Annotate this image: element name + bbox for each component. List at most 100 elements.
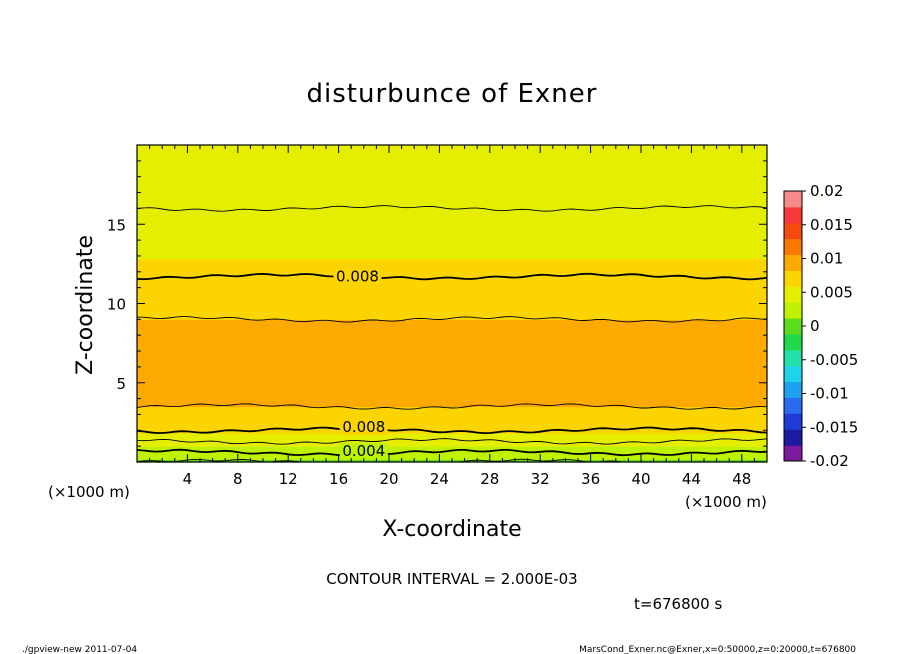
heatmap-cell — [137, 398, 767, 402]
colorbar-swatch — [784, 397, 802, 414]
heatmap-cell — [137, 224, 767, 228]
y-tick-label: 5 — [116, 375, 126, 393]
heatmap-cell — [137, 361, 767, 365]
heatmap-cell — [137, 403, 767, 408]
heatmap-cell — [137, 446, 767, 450]
heatmap-cell — [137, 195, 767, 199]
heatmap-cell — [137, 351, 767, 355]
heatmap-cell — [137, 287, 767, 291]
heatmap-cell — [137, 211, 767, 215]
heatmap-cell — [137, 390, 767, 394]
heatmap-cell — [137, 366, 767, 371]
colorbar-swatch — [784, 318, 802, 335]
heatmap-cell — [137, 255, 767, 260]
heatmap-cell — [137, 234, 767, 239]
heatmap-cell — [137, 152, 767, 157]
contour-label-bg — [339, 419, 388, 436]
y-tick-label: 10 — [107, 296, 126, 314]
heatmap-cell — [137, 253, 767, 257]
x-axis: 4 8 12 16 20 24 28 32 36 40 44 48 — [136, 145, 768, 488]
heatmap-cell — [137, 419, 767, 423]
colorbar-tick-label: 0.02 — [810, 182, 843, 200]
heatmap-cell — [137, 292, 767, 297]
colorbar-tick-label: -0.01 — [810, 385, 849, 403]
heatmap-cell — [137, 147, 767, 151]
contour-label: 0.008 — [336, 268, 379, 286]
colorbar-swatch — [784, 206, 802, 224]
x-tick-label: 32 — [531, 470, 550, 488]
heatmap-cell — [137, 250, 767, 254]
contour-label: 0.004 — [342, 442, 385, 460]
heatmap-cell — [137, 200, 767, 204]
heatmap-cell — [137, 258, 767, 262]
heatmap-cell — [137, 382, 767, 386]
heatmap-cell — [137, 248, 767, 252]
colorbar-tick-label: -0.02 — [810, 452, 849, 470]
colorbar-swatch — [784, 365, 802, 383]
heatmap-cell — [137, 171, 767, 175]
heatmap-cell — [137, 150, 767, 154]
heatmap-cell — [137, 166, 767, 170]
contour-line — [136, 438, 768, 445]
heatmap-cell — [137, 340, 767, 344]
heatmap-cell — [137, 321, 767, 326]
contour-interval-text: CONTOUR INTERVAL = 2.000E-03 — [326, 570, 577, 588]
heatmap-cell — [137, 369, 767, 373]
heatmap-cell — [137, 308, 767, 313]
heatmap-cell — [137, 427, 767, 431]
heatmap-cell — [137, 205, 767, 209]
colorbar-tick-label: -0.015 — [810, 418, 858, 436]
heatmap-cell — [137, 377, 767, 381]
contour-line — [136, 426, 768, 435]
heatmap-cell — [137, 435, 767, 439]
heatmap-cell — [137, 181, 767, 186]
colorbar-swatch — [784, 222, 802, 240]
heatmap-cell — [137, 240, 767, 244]
footer-left: ./gpview-new 2011-07-04 — [22, 645, 137, 654]
colorbar-swatch — [784, 445, 802, 462]
colorbar-swatch — [784, 381, 802, 398]
heatmap-cell — [137, 282, 767, 286]
heatmap-cell — [137, 298, 767, 302]
heatmap-cell — [137, 279, 767, 283]
contour-labels: 0.008 0.008 0.004 — [333, 268, 388, 460]
x-axis-title: X-coordinate — [382, 517, 521, 542]
contour-label-bg — [339, 442, 388, 459]
colorbar-swatch — [784, 302, 802, 319]
heatmap-cell — [137, 216, 767, 220]
heatmap-cell — [137, 401, 767, 405]
y-axis: 5 10 15 — [107, 144, 767, 463]
heatmap-cell — [137, 374, 767, 379]
heatmap-cell — [137, 168, 767, 173]
x-tick-label: 48 — [732, 470, 751, 488]
x-tick-label: 44 — [682, 470, 701, 488]
chart-title: disturbunce of Exner — [307, 79, 598, 109]
colorbar-tick-label: -0.005 — [810, 351, 858, 369]
heatmap-cell — [137, 300, 767, 305]
x-tick-label: 16 — [329, 470, 348, 488]
heatmap-cell — [137, 208, 767, 212]
heatmap-cell — [137, 364, 767, 368]
colorbar-tick-label: 0.005 — [810, 283, 853, 301]
contour-line — [136, 448, 768, 457]
heatmap-fill — [137, 145, 767, 463]
x-unit-left: (×1000 m) — [48, 483, 130, 501]
colorbar-swatch — [784, 270, 802, 287]
heatmap-cell — [137, 372, 767, 376]
heatmap-cell — [137, 274, 767, 278]
heatmap-cell — [137, 388, 767, 392]
heatmap-cell — [137, 440, 767, 445]
colorbar-swatch — [784, 429, 802, 446]
heatmap-cell — [137, 329, 767, 334]
colorbar-swatch — [784, 191, 802, 208]
contour-label: 0.008 — [342, 418, 385, 436]
heatmap-cell — [137, 332, 767, 336]
heatmap-cell — [137, 155, 767, 159]
heatmap-cell — [137, 443, 767, 447]
heatmap-cell — [137, 271, 767, 276]
contour-line — [136, 403, 768, 410]
heatmap-cell — [137, 218, 767, 223]
heatmap-cell — [137, 158, 767, 162]
heatmap-cell — [137, 237, 767, 241]
heatmap-cell — [137, 303, 767, 307]
